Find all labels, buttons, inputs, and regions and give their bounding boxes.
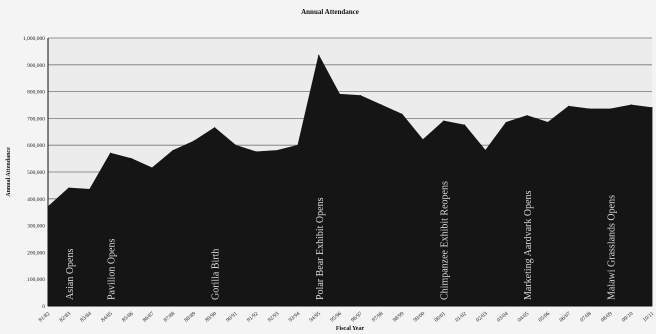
annotation-label: Gorilla Birth	[211, 249, 222, 300]
data-point	[255, 151, 257, 153]
x-tick-label: 05/06	[538, 311, 552, 324]
annotation-label: Malawi Grasslands Opens	[606, 195, 617, 300]
x-tick-label: 09/10	[621, 311, 635, 324]
y-tick-label: 800,000	[27, 90, 45, 96]
x-tick-label: 93/94	[288, 311, 302, 324]
data-point	[630, 104, 632, 106]
x-tick-label: 90/91	[225, 311, 239, 324]
x-tick-label: 91/92	[246, 311, 260, 324]
annotations: Asian Opens Pavilion Opens Gorilla Birth Po…	[65, 181, 618, 300]
x-tick-label: 04/05	[517, 311, 531, 324]
data-point	[505, 121, 507, 124]
annotation-label: Polar Bear Exhibit Opens	[315, 197, 326, 300]
annotation-label: Marketing Aardvark Opens	[523, 190, 534, 300]
y-tick-label: 300,000	[27, 224, 45, 230]
area-series	[47, 54, 653, 307]
y-tick-label: 700,000	[27, 116, 45, 122]
data-point	[338, 93, 341, 95]
data-point	[547, 121, 549, 124]
data-point	[193, 140, 195, 142]
x-tick-label: 86/87	[142, 311, 156, 324]
x-axis-title: Fiscal Year	[336, 326, 365, 332]
y-tick-label: 0	[42, 304, 45, 310]
x-tick-label: 99/00	[413, 311, 427, 324]
data-point	[297, 144, 299, 146]
x-tick-label: 84/85	[100, 311, 114, 324]
x-tick-label: 89/90	[204, 311, 218, 324]
annotation-label: Asian Opens	[65, 249, 76, 300]
y-tick-label: 500,000	[27, 170, 45, 176]
x-tick-label: 01/02	[454, 311, 468, 324]
x-tick-label: 02/03	[475, 311, 489, 324]
data-point	[651, 107, 653, 109]
x-tick-label: 07/08	[579, 311, 593, 324]
data-point	[172, 149, 174, 152]
y-tick-label: 900,000	[27, 63, 45, 69]
x-tick-label: 00/01	[434, 311, 448, 324]
data-point	[568, 105, 570, 107]
data-point	[484, 149, 486, 152]
y-tick-label: 1,000,000	[23, 36, 45, 42]
x-tick-label: 10/11	[642, 311, 655, 324]
x-tick-label: 85/86	[121, 311, 135, 324]
data-point	[318, 54, 320, 57]
data-point	[276, 149, 278, 152]
data-point	[443, 120, 445, 122]
axes	[47, 38, 652, 307]
y-tick-label: 200,000	[27, 250, 45, 256]
x-tick-label: 82/83	[59, 311, 73, 324]
data-point	[588, 108, 591, 110]
y-axis-title: Annual Attendance	[6, 147, 12, 197]
x-tick-label: 08/09	[600, 311, 614, 324]
x-tick-label: 88/89	[184, 311, 198, 324]
y-tick-labels: 0 100,000 200,000 300,000 400,000 500,000 600,…	[23, 36, 45, 310]
data-point	[380, 104, 382, 106]
x-tick-label: 83/84	[79, 311, 93, 324]
x-tick-label: 06/07	[559, 311, 573, 324]
data-point	[401, 113, 403, 115]
data-point	[463, 124, 466, 126]
x-tick-label: 81/82	[38, 311, 52, 324]
x-tick-label: 94/95	[309, 311, 323, 324]
x-tick-label: 97/98	[371, 311, 385, 324]
annotation-label: Pavilion Opens	[106, 239, 117, 300]
y-tick-label: 600,000	[27, 143, 45, 149]
x-tick-labels: 81/82 82/83 83/84 84/85 85/86 86/87 87/88 88/89…	[38, 311, 656, 324]
data-point	[526, 115, 528, 117]
data-point	[89, 188, 91, 191]
x-tick-label: 96/97	[350, 311, 364, 324]
x-tick-label: 03/04	[496, 311, 510, 324]
x-tick-label: 92/93	[267, 311, 281, 324]
x-tick-label: 87/88	[163, 311, 177, 324]
chart-title: Annual Attendance	[301, 8, 359, 16]
data-point	[151, 167, 153, 169]
data-point	[109, 152, 112, 154]
x-tick-label: 95/96	[329, 311, 343, 324]
data-point	[130, 158, 132, 160]
data-point	[234, 144, 237, 146]
y-tick-label: 100,000	[27, 277, 45, 283]
data-point	[214, 127, 216, 129]
data-point	[359, 95, 362, 97]
data-point	[68, 187, 70, 189]
data-point	[422, 139, 424, 141]
annotation-label: Chimpanzee Exhibit Reopens	[440, 181, 451, 300]
y-tick-label: 400,000	[27, 197, 45, 203]
x-tick-label: 98/99	[392, 311, 406, 324]
data-point	[609, 108, 611, 110]
